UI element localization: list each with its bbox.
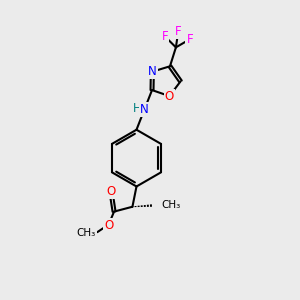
Text: F: F	[162, 29, 168, 43]
Text: O: O	[104, 219, 113, 232]
Text: CH₃: CH₃	[77, 228, 96, 238]
Text: O: O	[165, 90, 174, 103]
Text: F: F	[186, 33, 193, 46]
Text: N: N	[148, 65, 157, 78]
Text: O: O	[107, 185, 116, 198]
Text: F: F	[175, 26, 181, 38]
Text: N: N	[140, 103, 149, 116]
Text: H: H	[133, 102, 141, 115]
Text: CH₃: CH₃	[162, 200, 181, 210]
